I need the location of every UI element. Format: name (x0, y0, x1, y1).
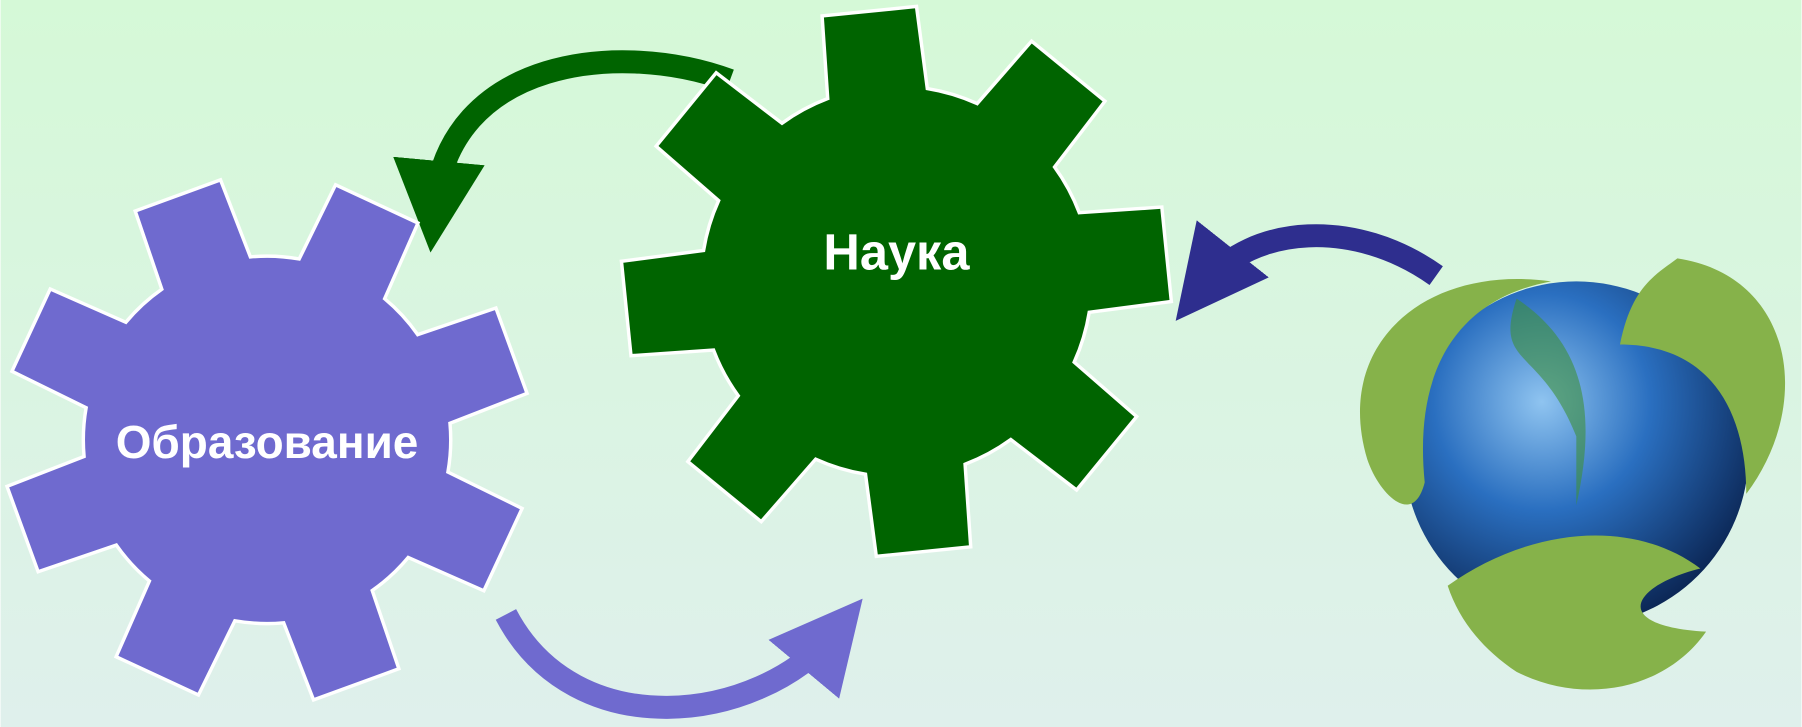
gear (621, 6, 1171, 556)
node-label: Образование (116, 416, 419, 468)
diagram: Образование Наука (0, 0, 1802, 727)
node-label: Наука (823, 223, 970, 280)
page: ОбразованиеНаука (() => { const data = J… (0, 0, 1802, 727)
